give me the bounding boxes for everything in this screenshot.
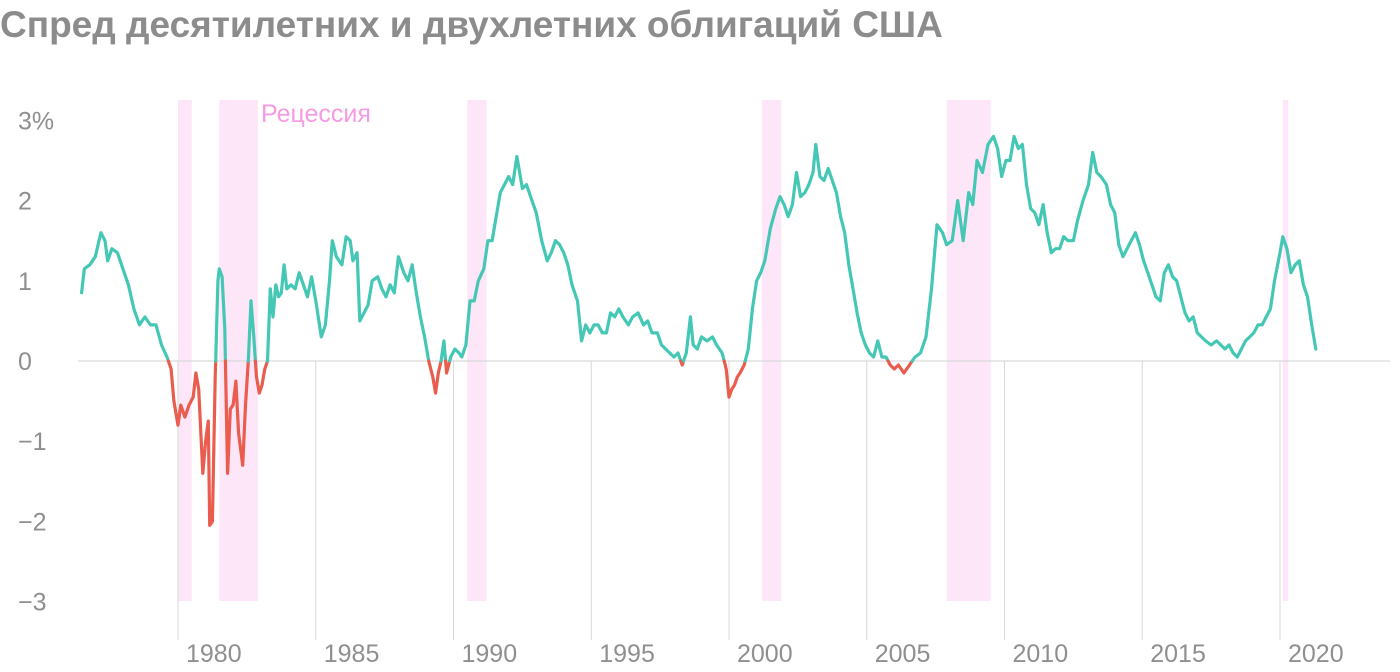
- spread-segment-negative: [166, 359, 218, 527]
- recession-bands: [178, 100, 1289, 601]
- grid-lines: [78, 360, 1390, 640]
- y-tick-label: 2: [18, 188, 32, 216]
- x-tick-label: 1980: [186, 640, 242, 668]
- spread-segment-positive: [214, 267, 227, 363]
- y-tick-label: −2: [18, 508, 47, 536]
- x-tick-label: 1995: [599, 640, 655, 668]
- x-tick-label: 2005: [875, 640, 931, 668]
- spread-segment-negative: [253, 359, 270, 395]
- spread-segment-positive: [743, 142, 890, 363]
- recession-band: [946, 100, 991, 601]
- spread-line: [80, 134, 1318, 527]
- recession-band: [467, 100, 487, 601]
- spread-segment-negative: [722, 359, 747, 399]
- spread-segment-negative: [444, 359, 452, 375]
- spread-segment-negative: [886, 359, 914, 375]
- y-axis-ticks: 3% 2 1 0 −1 −2 −3: [18, 107, 54, 616]
- spread-segment-positive: [448, 154, 683, 363]
- spread-segment-positive: [265, 235, 431, 363]
- x-tick-label: 2000: [737, 640, 793, 668]
- x-tick-label: 2020: [1288, 640, 1344, 668]
- y-tick-label: 0: [18, 348, 32, 376]
- x-axis-ticks: 1980 1985 1990 1995 2000 2005 2010 2015 2020: [186, 640, 1344, 668]
- y-tick-label: 3%: [18, 107, 54, 135]
- x-tick-label: 2010: [1013, 640, 1069, 668]
- x-tick-label: 1985: [324, 640, 380, 668]
- spread-segment-positive: [910, 134, 1318, 363]
- spread-segment-negative: [223, 359, 250, 475]
- y-tick-label: 1: [18, 268, 32, 296]
- recession-band: [178, 100, 192, 601]
- recession-band: [762, 100, 782, 601]
- spread-segment-negative: [427, 359, 443, 395]
- spread-segment-positive: [681, 315, 726, 363]
- spread-segment-positive: [80, 231, 170, 363]
- recession-band: [1282, 100, 1289, 601]
- spread-segment-positive: [439, 339, 448, 363]
- y-tick-label: −1: [18, 428, 47, 456]
- x-tick-label: 1990: [462, 640, 518, 668]
- x-tick-label: 2015: [1150, 640, 1206, 668]
- y-tick-label: −3: [18, 589, 47, 617]
- chart-title: Спред десятилетних и двухлетних облигаци…: [0, 4, 943, 45]
- spread-segment-positive: [246, 299, 257, 363]
- recession-legend-label: Рецессия: [261, 100, 371, 128]
